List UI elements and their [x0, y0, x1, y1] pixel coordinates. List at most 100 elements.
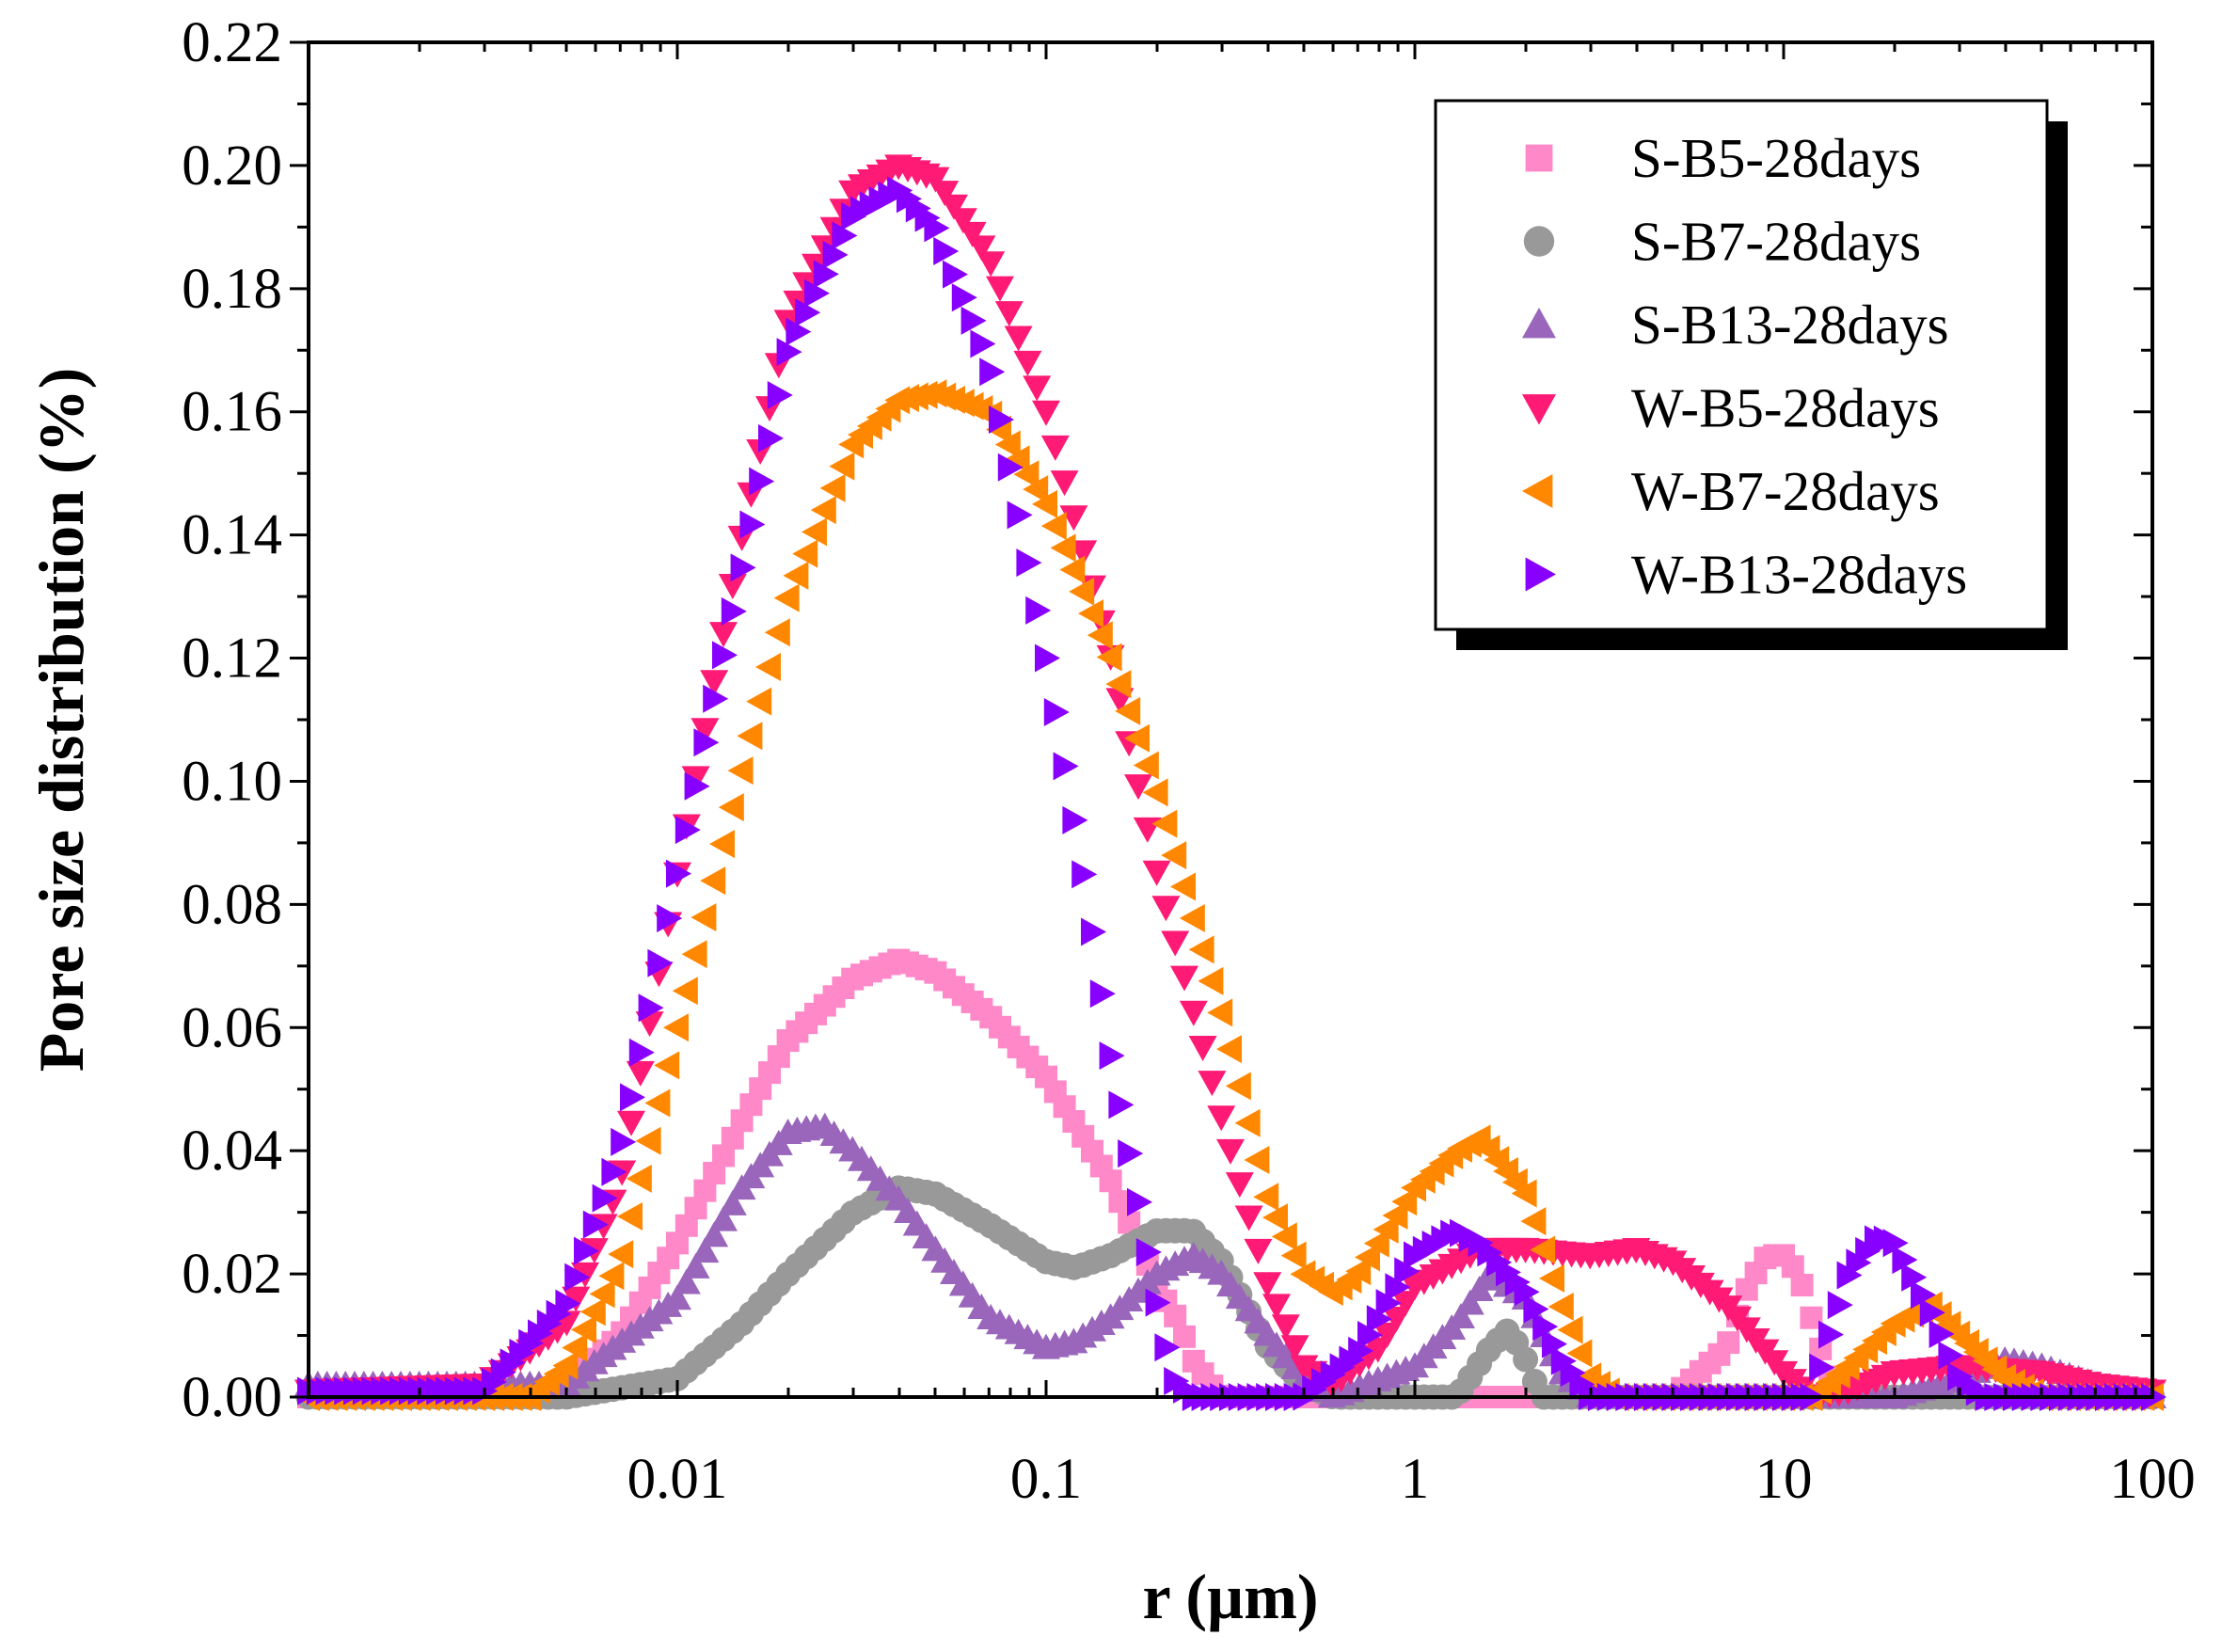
- data-point: [1142, 860, 1171, 886]
- data-point: [663, 1284, 691, 1310]
- x-tick-label: 0.01: [627, 1448, 728, 1511]
- data-point: [1911, 1280, 1936, 1310]
- data-point: [1170, 965, 1198, 992]
- data-point: [755, 652, 781, 681]
- data-point: [1078, 599, 1103, 628]
- data-point: [1043, 697, 1070, 726]
- data-point: [730, 553, 756, 582]
- data-point: [802, 517, 827, 547]
- data-point: [574, 1236, 599, 1265]
- data-point: [1391, 1187, 1418, 1216]
- data-point: [1928, 1319, 1955, 1348]
- data-point: [930, 181, 960, 207]
- data-point: [1032, 400, 1060, 426]
- data-point: [1280, 1335, 1309, 1361]
- y-tick-label: 0.12: [182, 627, 282, 691]
- data-point: [1127, 1187, 1152, 1216]
- data-point: [1447, 1303, 1475, 1329]
- data-point: [1394, 1257, 1420, 1286]
- data-point: [672, 1268, 701, 1295]
- data-point: [611, 1127, 637, 1156]
- data-point: [709, 830, 735, 859]
- data-point: [1919, 1298, 1945, 1327]
- data-point: [598, 1262, 625, 1291]
- data-point: [979, 357, 1006, 387]
- data-point: [1382, 1306, 1411, 1332]
- data-point: [1271, 1222, 1297, 1251]
- data-point: [647, 948, 674, 977]
- data-point: [1096, 643, 1122, 672]
- data-point: [1198, 966, 1224, 995]
- data-point: [1514, 1278, 1540, 1307]
- data-point: [1717, 1331, 1740, 1355]
- data-point: [764, 618, 790, 647]
- data-point: [737, 722, 763, 751]
- data-point: [1465, 1276, 1494, 1302]
- data-point: [700, 670, 729, 696]
- data-point: [1557, 1315, 1583, 1344]
- data-point: [1135, 1237, 1162, 1266]
- data-point: [776, 338, 802, 367]
- data-point: [1901, 1263, 1928, 1292]
- data-point: [1089, 979, 1116, 1009]
- data-point: [795, 298, 821, 327]
- data-point: [1373, 1322, 1402, 1348]
- data-point: [1124, 774, 1152, 801]
- data-point: [1004, 326, 1033, 352]
- data-point: [1530, 1235, 1556, 1264]
- data-point: [1161, 930, 1190, 957]
- data-point: [626, 1060, 655, 1087]
- data-point: [1062, 805, 1088, 834]
- y-tick-label: 0.04: [182, 1120, 282, 1183]
- data-point: [822, 240, 849, 269]
- data-point: [832, 221, 858, 250]
- data-point: [1355, 1243, 1380, 1272]
- data-point: [709, 1205, 738, 1231]
- legend: S-B5-28days S-B7-28days S-B13-28days W-B5-2…: [1434, 99, 2068, 650]
- y-tick-label: 0.02: [182, 1243, 282, 1306]
- data-point: [1161, 841, 1187, 870]
- data-point: [940, 194, 968, 220]
- data-point: [1164, 1304, 1187, 1327]
- legend-marker: [1522, 394, 1556, 425]
- data-point: [681, 940, 707, 969]
- data-point: [1069, 577, 1095, 606]
- data-point: [703, 684, 729, 713]
- data-point: [718, 793, 744, 822]
- data-point: [1115, 696, 1141, 725]
- data-point: [721, 596, 747, 626]
- data-point: [1373, 1215, 1399, 1244]
- y-tick-label: 0.10: [182, 750, 282, 813]
- data-point: [663, 1013, 689, 1042]
- data-point: [1262, 1203, 1288, 1232]
- data-point: [1547, 1292, 1574, 1321]
- data-point: [700, 1221, 729, 1247]
- data-point: [571, 1315, 596, 1344]
- legend-label: S-B13-28days: [1631, 294, 1949, 356]
- data-point: [1244, 1238, 1273, 1264]
- legend-item: S-B5-28days: [1525, 127, 1921, 189]
- data-point: [986, 276, 1014, 302]
- data-point: [1938, 1341, 1964, 1370]
- data-point: [1145, 1288, 1171, 1317]
- legend-item: W-B13-28days: [1525, 544, 1967, 606]
- data-point: [672, 977, 698, 1006]
- data-point: [1179, 1000, 1208, 1026]
- data-point: [813, 260, 839, 289]
- data-point: [1142, 778, 1168, 807]
- data-point: [564, 1263, 591, 1292]
- data-point: [1069, 540, 1098, 566]
- data-point: [552, 1351, 579, 1380]
- data-point: [970, 329, 996, 358]
- data-point: [654, 1051, 680, 1080]
- data-point: [666, 859, 691, 888]
- legend-label: S-B7-28days: [1631, 211, 1921, 273]
- y-tick-label: 0.14: [182, 504, 282, 567]
- data-point: [1345, 1257, 1372, 1286]
- data-point: [1108, 1090, 1135, 1120]
- data-point: [635, 1126, 661, 1155]
- data-point: [1391, 1291, 1420, 1317]
- x-tick-label: 1: [1401, 1448, 1430, 1511]
- data-point: [1099, 1041, 1125, 1071]
- data-point: [786, 317, 812, 346]
